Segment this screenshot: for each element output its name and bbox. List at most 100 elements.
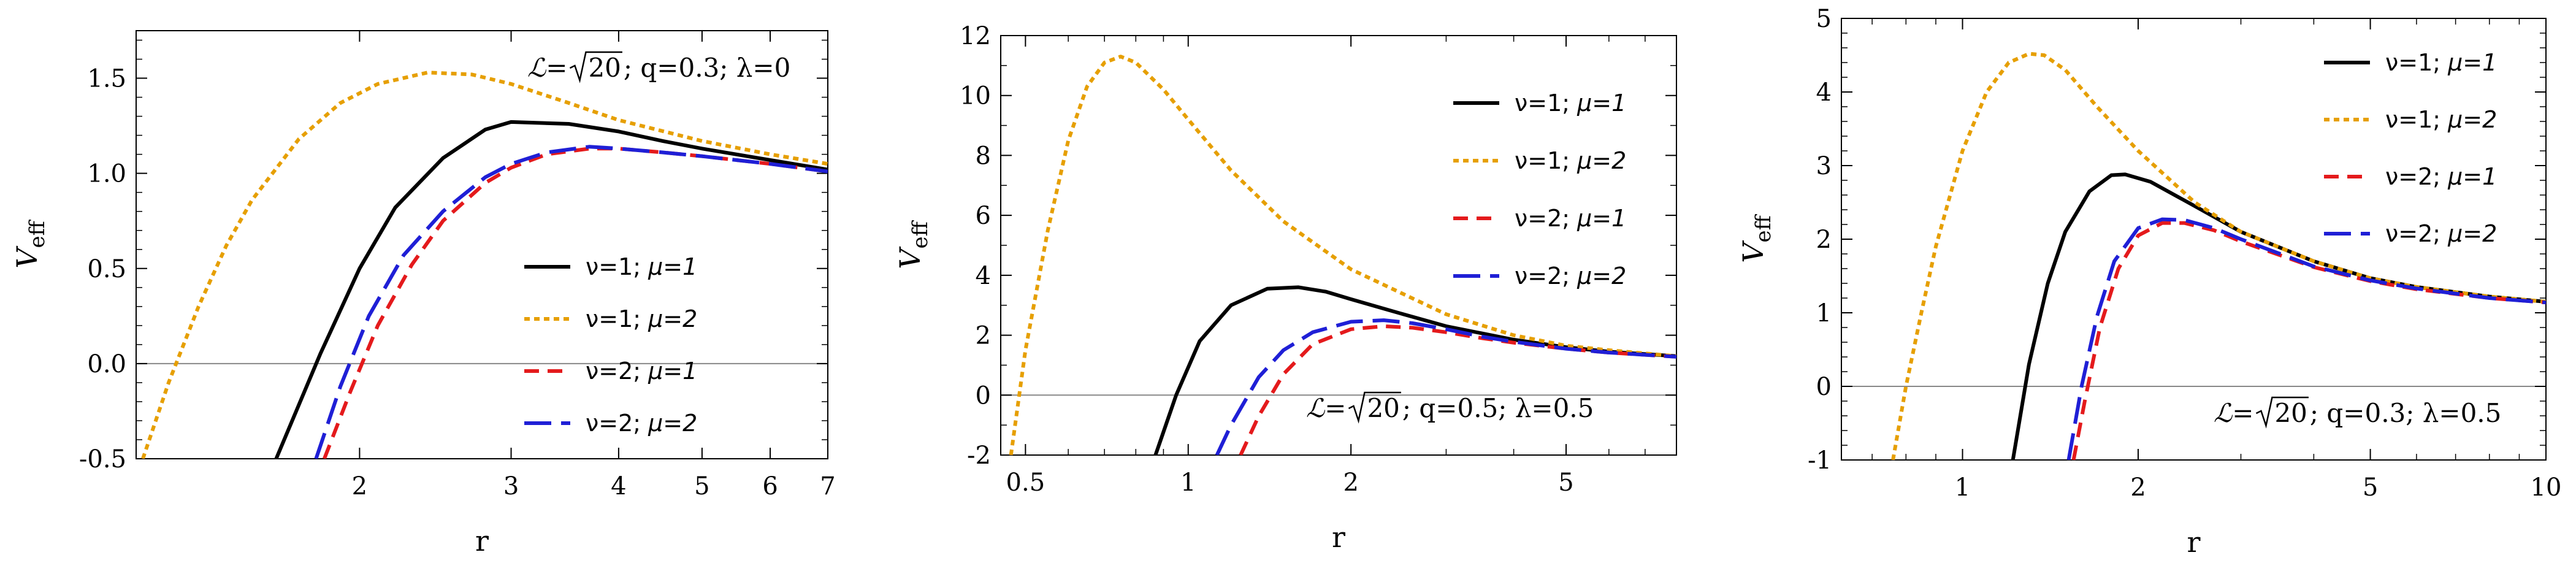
- annotation-params: ; q=0.3; λ=0: [624, 53, 790, 83]
- legend-label: ν=2; μ=1: [586, 358, 697, 385]
- y-tick-label: -1: [1808, 446, 1832, 475]
- series-line-4: [314, 145, 828, 459]
- annotation-params: ; q=0.5; λ=0.5: [1402, 393, 1594, 423]
- y-tick-label: 1.0: [87, 160, 126, 188]
- y-axis-label-main: V: [893, 246, 927, 269]
- y-axis-label-sub: eff: [25, 219, 50, 248]
- series-line-3: [1239, 324, 1676, 455]
- y-tick-label: 8: [976, 142, 991, 170]
- y-tick-label: 6: [976, 202, 991, 230]
- legend-label-mu: μ=2: [648, 410, 697, 437]
- legend-label-mu: μ=1: [648, 253, 697, 280]
- y-tick-label: -0.5: [79, 445, 126, 473]
- series-line-2: [141, 71, 828, 459]
- legend-label: ν=2; μ=2: [586, 410, 697, 437]
- series-line-2: [1891, 52, 2546, 460]
- sqrt-symbol: [2255, 396, 2309, 429]
- legend-label-mu: μ=1: [2447, 49, 2497, 76]
- y-tick-label: -2: [967, 442, 991, 470]
- y-axis-label-main: V: [10, 245, 44, 269]
- legend-label: ν=1; μ=1: [2385, 49, 2497, 76]
- legend-label-nu: ν=2;: [586, 410, 648, 437]
- x-axis-label: r: [2187, 526, 2201, 559]
- x-axis-label: r: [475, 524, 489, 557]
- y-tick-label: 10: [960, 82, 991, 110]
- parameter-annotation: ℒ= 20 ; q=0.5; λ=0.5: [1306, 391, 1594, 424]
- y-tick-label: 5: [1816, 5, 1832, 33]
- sqrt-symbol: [569, 51, 622, 83]
- legend-label-mu: μ=2: [1577, 147, 1626, 174]
- legend-label-mu: μ=2: [2447, 220, 2497, 247]
- x-tick-label: 2: [352, 472, 367, 500]
- y-tick-label: 2: [1816, 226, 1832, 254]
- legend-label-mu: μ=1: [648, 358, 697, 385]
- legend-label-nu: ν=2;: [586, 358, 648, 385]
- legend-label-nu: ν=1;: [586, 253, 648, 280]
- legend-label-nu: ν=1;: [1515, 90, 1577, 117]
- x-tick-label: 6: [762, 472, 778, 500]
- legend-label-nu: ν=2;: [2385, 163, 2448, 190]
- annotation-sqrt-value: 20: [588, 53, 621, 83]
- y-axis-label-sub: eff: [1751, 213, 1776, 242]
- y-axis-label-main: V: [1737, 240, 1770, 263]
- legend-label-mu: μ=2: [648, 305, 697, 332]
- series-line-4: [2066, 217, 2546, 460]
- y-axis-label: Veff: [893, 220, 933, 269]
- y-tick-label: 12: [960, 22, 991, 50]
- parameter-annotation: ℒ= 20 ; q=0.3; λ=0.5: [2214, 396, 2501, 429]
- legend-label-nu: ν=1;: [586, 305, 648, 332]
- legend-label: ν=1; μ=1: [586, 253, 697, 280]
- y-tick-label: 2: [976, 322, 991, 350]
- legend-label-mu: μ=1: [2447, 163, 2497, 190]
- x-tick-label: 4: [611, 472, 626, 500]
- legend-label: ν=1; μ=2: [586, 305, 697, 332]
- legend-label-nu: ν=1;: [2385, 106, 2448, 133]
- legend-label: ν=2; μ=2: [2385, 220, 2497, 247]
- legend-label-nu: ν=2;: [1515, 205, 1577, 232]
- y-tick-label: 0.5: [87, 255, 126, 283]
- y-axis-label: Veff: [1737, 213, 1776, 262]
- annotation-sqrt-value: 20: [2274, 398, 2307, 428]
- series-line-2: [1009, 55, 1676, 455]
- annotation-sqrt-value: 20: [1367, 393, 1399, 423]
- x-tick-label: 3: [503, 472, 519, 500]
- sqrt-symbol: [1348, 391, 1401, 424]
- y-tick-label: 0: [1816, 373, 1832, 401]
- annotation-lagrangian: ℒ=: [1306, 393, 1346, 423]
- legend-label: ν=1; μ=2: [1515, 147, 1626, 174]
- annotation-params: ; q=0.3; λ=0.5: [2310, 398, 2501, 428]
- y-tick-label: 4: [976, 262, 991, 290]
- x-tick-label: 5: [694, 472, 709, 500]
- legend-label-mu: μ=2: [2447, 106, 2497, 133]
- legend-label: ν=1; μ=1: [1515, 90, 1626, 117]
- y-tick-label: 0: [976, 381, 991, 410]
- legend-label-mu: μ=1: [1577, 205, 1626, 232]
- y-tick-label: 1: [1816, 299, 1832, 327]
- x-tick-label: 0.5: [1006, 469, 1045, 497]
- x-tick-label: 2: [2130, 473, 2146, 502]
- y-tick-label: 3: [1816, 152, 1832, 180]
- x-tick-label: 5: [2363, 473, 2378, 502]
- legend-label: ν=1; μ=2: [2385, 106, 2497, 133]
- parameter-annotation: ℒ= 20 ; q=0.3; λ=0: [527, 51, 790, 83]
- x-tick-label: 7: [820, 472, 835, 500]
- legend-label: ν=2; μ=2: [1515, 262, 1626, 289]
- series-line-3: [323, 147, 828, 459]
- legend-label-nu: ν=1;: [1515, 147, 1577, 174]
- y-tick-label: 1.5: [87, 65, 126, 93]
- x-axis-label: r: [1332, 521, 1345, 554]
- plot-frame: [136, 30, 828, 459]
- legend-label-nu: ν=2;: [1515, 262, 1577, 289]
- legend-label: ν=2; μ=1: [2385, 163, 2497, 190]
- x-tick-label: 10: [2531, 473, 2562, 502]
- x-tick-label: 1: [1180, 469, 1196, 497]
- annotation-lagrangian: ℒ=: [2214, 398, 2253, 428]
- x-tick-label: 1: [1955, 473, 1970, 502]
- x-tick-label: 2: [1343, 469, 1358, 497]
- series-line-1: [274, 120, 828, 459]
- x-tick-label: 5: [1558, 469, 1573, 497]
- y-axis-label-sub: eff: [908, 220, 933, 248]
